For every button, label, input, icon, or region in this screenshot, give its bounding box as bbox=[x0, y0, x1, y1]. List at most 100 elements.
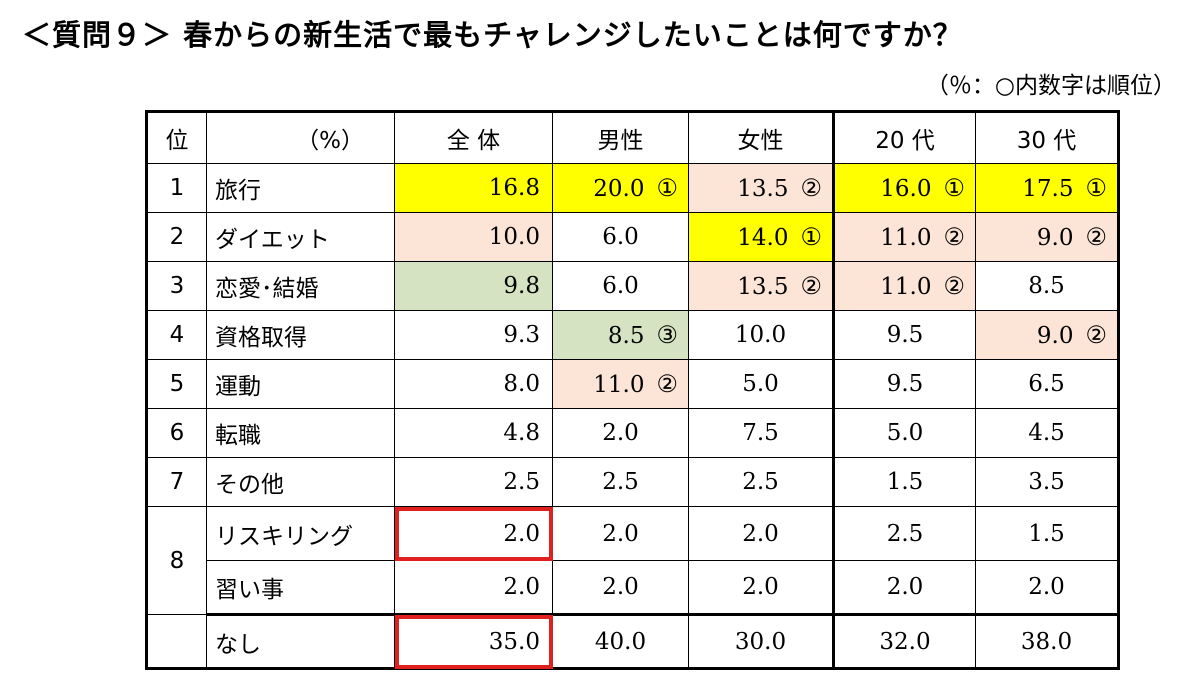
value-cell: 16.8 bbox=[394, 163, 553, 213]
value-cell: 1.5 bbox=[832, 457, 976, 507]
header-age30: 30 代 bbox=[975, 111, 1119, 164]
item-cell: その他 bbox=[206, 457, 395, 507]
rank-cell: 6 bbox=[146, 408, 207, 458]
table-row: 7 その他 2.5 2.5 2.5 1.5 3.5 bbox=[146, 457, 1119, 507]
header-row: 位 （%） 全 体 男性 女性 20 代 30 代 bbox=[146, 111, 1119, 164]
rank-cell bbox=[146, 614, 207, 669]
table-row: 5 運動 8.0 11.0 ② 5.0 9.5 6.5 bbox=[146, 359, 1119, 409]
value-cell-highlighted: 2.0 bbox=[394, 506, 553, 561]
item-cell: ダイエット bbox=[206, 212, 395, 262]
value-cell: 10.0 bbox=[394, 212, 553, 262]
rank-cell: 7 bbox=[146, 457, 207, 507]
rank-mark: ① bbox=[1085, 174, 1107, 202]
item-cell: 資格取得 bbox=[206, 310, 395, 360]
item-cell: 習い事 bbox=[206, 560, 395, 616]
value-cell: 20.0 ① bbox=[552, 163, 689, 213]
value-cell: 9.0 ② bbox=[975, 310, 1119, 360]
value-cell: 40.0 bbox=[552, 614, 689, 669]
rank-cell: 5 bbox=[146, 359, 207, 409]
value-cell: 2.0 bbox=[688, 560, 834, 616]
value-cell: 3.5 bbox=[975, 457, 1119, 507]
value-cell: 2.0 bbox=[832, 560, 976, 616]
rank-mark: ① bbox=[943, 174, 965, 202]
rank-cell: 3 bbox=[146, 261, 207, 311]
value-cell: 9.5 bbox=[832, 310, 976, 360]
value-cell: 13.5 ② bbox=[688, 163, 834, 213]
table-row: 2 ダイエット 10.0 6.0 14.0 ① 11.0 ② 9.0 ② bbox=[146, 212, 1119, 262]
value-cell: 11.0 ② bbox=[552, 359, 689, 409]
item-cell: 転職 bbox=[206, 408, 395, 458]
header-female: 女性 bbox=[688, 111, 834, 164]
header-male: 男性 bbox=[552, 111, 689, 164]
rank-cell: 2 bbox=[146, 212, 207, 262]
value-cell: 2.0 bbox=[394, 560, 553, 616]
table-row: 習い事 2.0 2.0 2.0 2.0 2.0 bbox=[147, 560, 1119, 616]
table-row: 3 恋愛･結婚 9.8 6.0 13.5 ② 11.0 ② 8.5 bbox=[146, 261, 1119, 311]
value-cell-highlighted: 35.0 bbox=[394, 614, 553, 669]
item-cell: なし bbox=[206, 614, 395, 669]
table-row: 6 転職 4.8 2.0 7.5 5.0 4.5 bbox=[146, 408, 1119, 458]
value-cell: 2.5 bbox=[832, 506, 976, 561]
value-cell: 30.0 bbox=[688, 614, 834, 669]
value-cell: 9.3 bbox=[394, 310, 553, 360]
rank-mark: ① bbox=[656, 174, 678, 202]
results-table: 位 （%） 全 体 男性 女性 20 代 30 代 1 旅行 16.8 20.0… bbox=[145, 110, 1120, 670]
value-cell: 9.5 bbox=[832, 359, 976, 409]
value-cell: 9.8 bbox=[394, 261, 553, 311]
value-cell: 2.5 bbox=[688, 457, 834, 507]
value-cell: 2.0 bbox=[552, 560, 689, 616]
value-cell: 9.0 ② bbox=[975, 212, 1119, 262]
value-cell: 13.5 ② bbox=[688, 261, 834, 311]
value-cell: 5.0 bbox=[688, 359, 834, 409]
value-cell: 2.0 bbox=[552, 408, 689, 458]
value-cell: 6.0 bbox=[552, 261, 689, 311]
rank-mark: ② bbox=[656, 370, 678, 398]
rank-cell: 1 bbox=[146, 163, 207, 213]
value-cell: 11.0 ② bbox=[832, 212, 976, 262]
value-cell: 2.5 bbox=[394, 457, 553, 507]
header-age20: 20 代 bbox=[832, 111, 976, 164]
value-cell: 1.5 bbox=[975, 506, 1119, 561]
value-cell: 38.0 bbox=[975, 614, 1119, 669]
value-cell: 14.0 ① bbox=[688, 212, 834, 262]
value-cell: 8.0 bbox=[394, 359, 553, 409]
rank-cell: 4 bbox=[146, 310, 207, 360]
rank-mark: ② bbox=[1085, 321, 1107, 349]
value-cell: 11.0 ② bbox=[832, 261, 976, 311]
value-cell: 7.5 bbox=[688, 408, 834, 458]
value-cell: 10.0 bbox=[688, 310, 834, 360]
value-cell: 2.5 bbox=[552, 457, 689, 507]
table-row: 8 リスキリング 2.0 2.0 2.0 2.5 1.5 bbox=[146, 506, 1119, 615]
value-cell: 8.5 ③ bbox=[552, 310, 689, 360]
item-cell: 恋愛･結婚 bbox=[206, 261, 395, 311]
rank-mark: ② bbox=[943, 223, 965, 251]
value-cell: 17.5 ① bbox=[975, 163, 1119, 213]
rank-mark: ② bbox=[1085, 223, 1107, 251]
value-cell: 2.0 bbox=[552, 506, 689, 561]
value-cell: 4.8 bbox=[394, 408, 553, 458]
table-row: 1 旅行 16.8 20.0 ① 13.5 ② 16.0 ① 17.5 ① bbox=[146, 163, 1119, 213]
table-note: （％：○内数字は順位） bbox=[925, 73, 1176, 99]
item-cell: 旅行 bbox=[206, 163, 395, 213]
rank-mark: ② bbox=[800, 272, 822, 300]
rank-cell: 8 bbox=[146, 506, 207, 615]
item-cell: リスキリング bbox=[206, 506, 395, 561]
header-item: （%） bbox=[206, 111, 395, 164]
rank-mark: ① bbox=[800, 223, 822, 251]
item-cell: 運動 bbox=[206, 359, 395, 409]
table-row: 4 資格取得 9.3 8.5 ③ 10.0 9.5 9.0 ② bbox=[146, 310, 1119, 360]
value-cell: 16.0 ① bbox=[832, 163, 976, 213]
value-cell: 6.0 bbox=[552, 212, 689, 262]
value-cell: 32.0 bbox=[832, 614, 976, 669]
page-title: ＜質問９＞ 春からの新生活で最もチャレンジしたいことは何ですか？ bbox=[22, 18, 963, 52]
rank-mark: ② bbox=[943, 272, 965, 300]
header-rank: 位 bbox=[146, 111, 207, 164]
value-cell: 4.5 bbox=[975, 408, 1119, 458]
value-cell: 8.5 bbox=[975, 261, 1119, 311]
value-cell: 6.5 bbox=[975, 359, 1119, 409]
value-cell: 5.0 bbox=[832, 408, 976, 458]
value-cell: 2.0 bbox=[688, 506, 834, 561]
header-total: 全 体 bbox=[394, 111, 553, 164]
rank-mark: ② bbox=[800, 174, 822, 202]
rank-mark: ③ bbox=[656, 321, 678, 349]
